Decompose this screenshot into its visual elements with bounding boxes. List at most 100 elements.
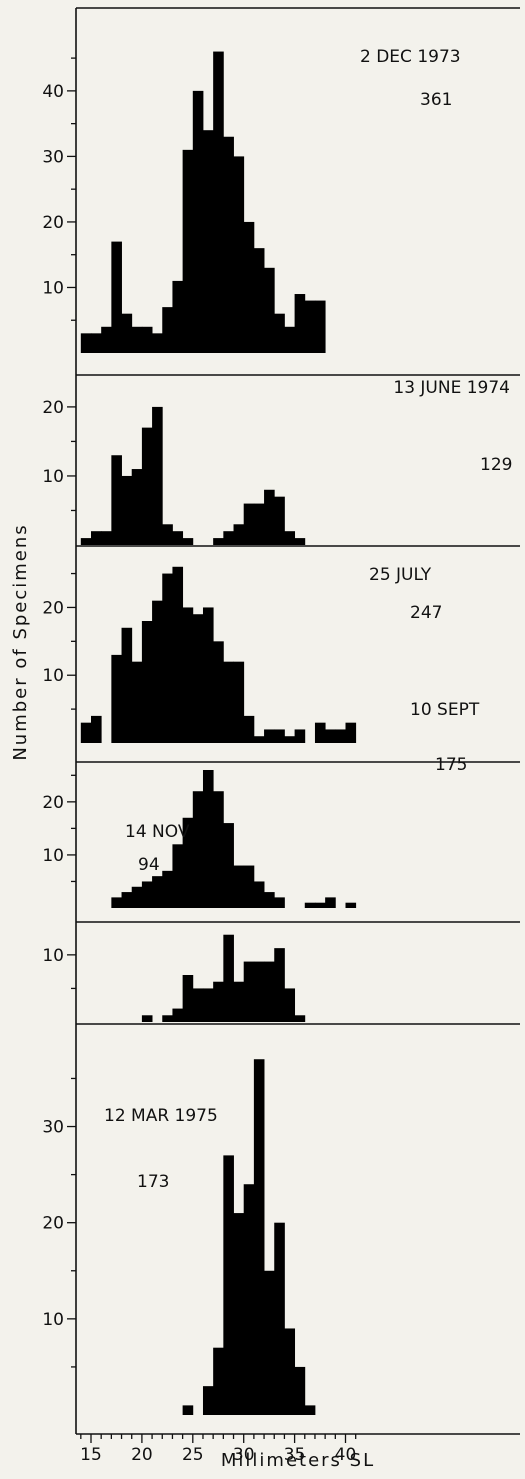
histogram-bar xyxy=(91,333,102,353)
histogram-bar xyxy=(182,975,194,1022)
histogram-bar xyxy=(253,881,265,908)
sample-count-label: 94 xyxy=(138,855,160,875)
histogram-bar xyxy=(182,538,194,545)
sample-date-label: 13 JUNE 1974 xyxy=(393,378,510,398)
histogram-bar xyxy=(304,1405,316,1415)
histogram-bar xyxy=(141,881,153,908)
histogram-bar xyxy=(223,661,234,743)
histogram-bar xyxy=(253,503,265,545)
histogram-bar xyxy=(213,538,224,545)
sample-date-label: 12 MAR 1975 xyxy=(104,1106,218,1126)
histogram-bar xyxy=(294,1366,306,1415)
histogram-bar xyxy=(284,736,296,743)
histogram-bar xyxy=(284,326,296,353)
y-tick-label: 20 xyxy=(42,1214,64,1234)
histogram-bar xyxy=(80,538,92,545)
histogram-bar xyxy=(213,791,224,908)
y-tick-label: 20 xyxy=(42,598,64,618)
panel-3: 10 20 25 JULY 247 xyxy=(42,546,520,763)
histogram-bar xyxy=(243,961,255,1022)
histogram-bar xyxy=(202,770,214,908)
histogram-bar xyxy=(202,607,214,743)
y-tick-label: 10 xyxy=(42,846,64,866)
histogram-bar xyxy=(80,722,92,743)
histogram-bar xyxy=(314,300,326,353)
histogram-bar xyxy=(233,981,245,1022)
histogram-bar xyxy=(101,531,112,545)
histogram-bar xyxy=(131,469,143,545)
y-tick-label: 20 xyxy=(42,213,64,233)
histogram-bar xyxy=(152,406,163,545)
histogram-bar xyxy=(243,715,255,743)
histogram-bar xyxy=(121,475,133,545)
histogram-bar xyxy=(101,326,112,353)
histogram-bar xyxy=(304,300,316,353)
panel-1: 10 20 30 40 2 DEC 1973 361 xyxy=(42,7,520,376)
histogram-bar xyxy=(152,876,163,908)
histogram-bar xyxy=(294,294,306,353)
sample-date-label: 2 DEC 1973 xyxy=(360,47,461,67)
histogram-bar xyxy=(284,531,296,545)
histogram-bar xyxy=(182,149,194,353)
x-axis: 15 20 25 30 35 40 xyxy=(80,1434,357,1465)
y-tick-label: 20 xyxy=(42,398,64,418)
histogram-bar xyxy=(274,496,285,545)
histogram-bar xyxy=(172,844,184,908)
histogram-bar xyxy=(274,729,285,743)
histogram-panels: 10 20 30 40 2 DEC 1973 361 10 20 13 JUNE 1974 129… xyxy=(42,7,520,1435)
histogram-bar xyxy=(213,1347,224,1415)
histogram-bar xyxy=(223,531,234,545)
histogram-bar xyxy=(131,886,143,908)
histogram-bar xyxy=(192,988,204,1022)
panel-5: 10 14 NOV 94 xyxy=(42,822,520,1025)
histogram-bar xyxy=(304,902,316,908)
histogram-bar xyxy=(141,427,153,545)
histogram-bar xyxy=(314,722,326,743)
y-tick-label: 30 xyxy=(42,147,64,167)
histogram-bar xyxy=(233,865,245,908)
histogram-bar xyxy=(264,1270,275,1415)
histogram-bar xyxy=(111,654,122,743)
histogram-bar xyxy=(294,729,306,743)
histogram-bar xyxy=(91,531,102,545)
histogram-bar xyxy=(223,934,234,1022)
histogram-bar xyxy=(294,538,306,545)
histogram-bar xyxy=(111,897,122,908)
histogram-bar xyxy=(162,870,173,908)
histogram-bar xyxy=(141,1015,153,1022)
x-tick-label: 20 xyxy=(131,1445,153,1465)
histogram-bar xyxy=(253,961,265,1022)
y-tick-label: 10 xyxy=(42,278,64,298)
x-tick-label: 30 xyxy=(233,1445,255,1465)
histogram-bar xyxy=(121,313,133,353)
x-tick-label: 15 xyxy=(80,1445,102,1465)
sample-date-label: 10 SEPT xyxy=(410,700,480,720)
histogram-bar xyxy=(131,326,143,353)
histogram-bar xyxy=(243,503,255,545)
histogram-bar xyxy=(223,1155,234,1415)
y-tick-label: 10 xyxy=(42,666,64,686)
histogram-bar xyxy=(233,156,245,353)
histogram-bar xyxy=(162,1015,173,1022)
histogram-bar xyxy=(172,531,184,545)
histogram-bar xyxy=(172,566,184,743)
histogram-bar xyxy=(213,641,224,743)
histogram-bar xyxy=(264,729,275,743)
histogram-bar xyxy=(284,988,296,1022)
histogram-bar xyxy=(243,865,255,908)
panel-4: 10 20 10 SEPT 175 xyxy=(42,700,520,923)
histogram-bar xyxy=(192,90,204,353)
histogram-bar xyxy=(121,627,133,743)
histogram-bar xyxy=(141,621,153,743)
x-tick-label: 35 xyxy=(284,1445,306,1465)
histogram-bar xyxy=(182,607,194,743)
histogram-bar xyxy=(253,736,265,743)
y-tick-label: 30 xyxy=(42,1118,64,1138)
histogram-bar xyxy=(335,729,346,743)
histogram-bar xyxy=(223,823,234,908)
histogram-bar xyxy=(274,1222,285,1415)
histogram-bar xyxy=(202,988,214,1022)
x-tick-label: 25 xyxy=(182,1445,204,1465)
histogram-bar xyxy=(162,573,173,743)
